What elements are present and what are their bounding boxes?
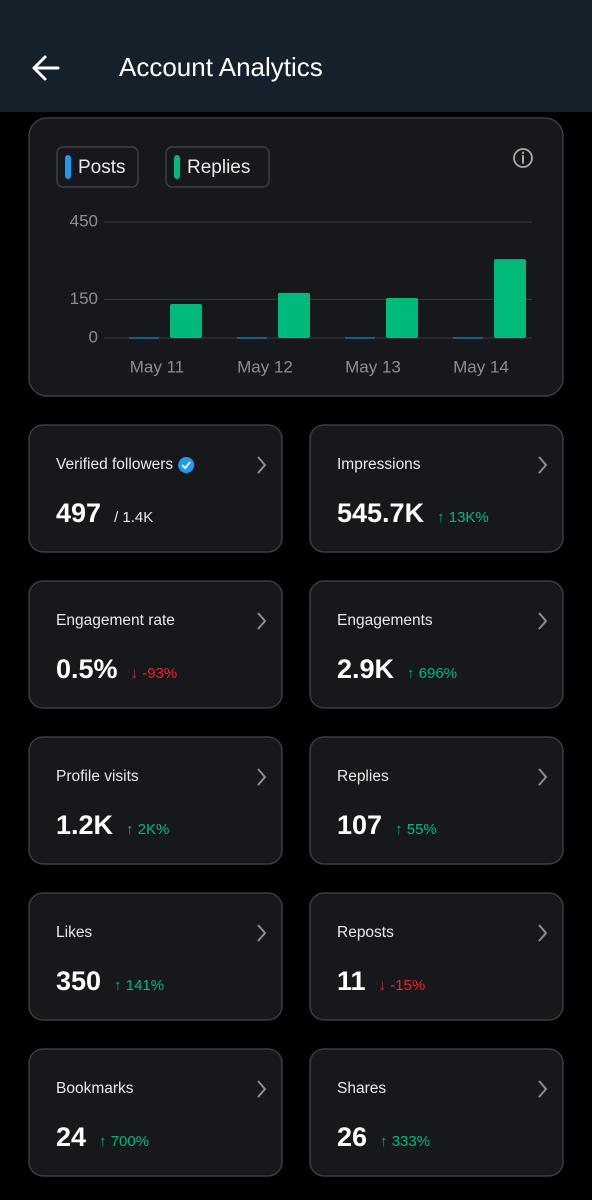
card-bg <box>309 580 564 709</box>
card-label: Likes <box>56 924 92 941</box>
legend-label: Posts <box>78 157 126 178</box>
card-label: Bookmarks <box>56 1080 134 1097</box>
card-label: Engagements <box>337 612 433 629</box>
metric-card[interactable]: Bookmarks 24 ↑ 700% <box>28 1048 283 1177</box>
card-bg <box>309 736 564 865</box>
chevron <box>257 924 267 942</box>
card-value: 0.5% <box>56 654 118 684</box>
bar <box>453 337 483 339</box>
back-arrow <box>32 55 60 81</box>
card-value: 2.9K <box>337 654 395 684</box>
chevron <box>538 924 548 942</box>
card-label: Verified followers <box>56 456 173 473</box>
metric-card[interactable]: Replies 107 ↑ 55% <box>309 736 564 865</box>
x-tick-label: May 12 <box>237 357 293 376</box>
app-bar <box>0 0 592 112</box>
card-value: 107 <box>337 810 382 840</box>
bar <box>494 259 526 338</box>
card-change: ↓ -15% <box>379 977 426 994</box>
metric-card[interactable]: Engagement rate 0.5% ↓ -93% <box>28 580 283 709</box>
card-value: 26 <box>337 1122 367 1152</box>
card-change: ↑ 141% <box>114 977 164 994</box>
legend-item[interactable]: Replies <box>165 146 270 188</box>
chevron <box>538 768 548 786</box>
card-change: ↑ 700% <box>99 1133 149 1150</box>
chevron <box>257 1080 267 1098</box>
card-bg <box>309 1048 564 1177</box>
card-bg <box>309 892 564 1021</box>
card-label: Shares <box>337 1080 386 1097</box>
verified-check <box>181 461 191 470</box>
card-label: Reposts <box>337 924 394 941</box>
card-change: ↑ 55% <box>395 821 437 838</box>
card-change: ↑ 2K% <box>126 821 169 838</box>
legend-item[interactable]: Posts <box>56 146 139 188</box>
page-title: Account Analytics <box>119 52 323 82</box>
card-bg <box>28 1048 283 1177</box>
card-change: ↑ 696% <box>407 665 457 682</box>
back-button[interactable] <box>32 55 60 81</box>
card-value: 1.2K <box>56 810 114 840</box>
chevron <box>257 456 267 474</box>
bar <box>170 303 202 338</box>
card-value: 24 <box>56 1122 86 1152</box>
verified-badge <box>178 457 195 473</box>
chevron <box>538 1080 548 1098</box>
legend-label: Replies <box>187 157 250 178</box>
bar <box>386 298 418 338</box>
card-bg <box>28 424 283 553</box>
card-label: Engagement rate <box>56 612 175 629</box>
card-bg <box>28 736 283 865</box>
card-value: 497 <box>56 498 101 528</box>
legend-chip <box>165 146 270 188</box>
card-value: 350 <box>56 966 101 996</box>
chart-card <box>28 117 564 397</box>
bar <box>345 337 375 339</box>
bar <box>129 337 159 339</box>
metric-card[interactable]: Reposts 11 ↓ -15% <box>309 892 564 1021</box>
metric-card[interactable]: Shares 26 ↑ 333% <box>309 1048 564 1177</box>
y-tick-label: 150 <box>70 289 98 308</box>
bar <box>278 292 310 338</box>
metric-card[interactable]: Engagements 2.9K ↑ 696% <box>309 580 564 709</box>
card-sub: / 1.4K <box>114 509 153 526</box>
card-label: Replies <box>337 768 389 785</box>
metric-card[interactable]: Verified followers 497 / 1.4K <box>28 424 283 553</box>
card-bg <box>309 424 564 553</box>
metric-card[interactable]: Profile visits 1.2K ↑ 2K% <box>28 736 283 865</box>
card-bg <box>28 580 283 709</box>
card-change: ↓ -93% <box>131 665 178 682</box>
metric-card[interactable]: Likes 350 ↑ 141% <box>28 892 283 1021</box>
card-value: 11 <box>337 966 366 996</box>
x-tick-label: May 14 <box>453 357 509 376</box>
legend-chip <box>56 146 139 188</box>
card-value: 545.7K <box>337 498 425 528</box>
chevron <box>257 768 267 786</box>
card-change: ↑ 13K% <box>437 509 489 526</box>
chevron <box>257 612 267 630</box>
y-tick-label: 0 <box>89 327 98 346</box>
x-tick-label: May 11 <box>130 357 185 376</box>
legend-swatch <box>174 155 180 179</box>
y-tick-label: 450 <box>70 211 98 230</box>
card-change: ↑ 333% <box>380 1133 430 1150</box>
x-tick-label: May 13 <box>345 357 401 376</box>
chevron <box>538 612 548 630</box>
bar <box>237 337 267 339</box>
card-label: Profile visits <box>56 768 139 785</box>
info-button[interactable] <box>513 148 533 168</box>
chevron <box>538 456 548 474</box>
card-bg <box>28 892 283 1021</box>
chart: Posts Replies 0 150 450 May 11 May 12 May 13 May… <box>56 146 532 376</box>
card-label: Impressions <box>337 456 421 473</box>
legend-swatch <box>65 155 71 179</box>
info-icon <box>513 148 533 168</box>
cards: Verified followers 497 / 1.4K Impressions 54… <box>28 424 564 1177</box>
metric-card[interactable]: Impressions 545.7K ↑ 13K% <box>309 424 564 553</box>
